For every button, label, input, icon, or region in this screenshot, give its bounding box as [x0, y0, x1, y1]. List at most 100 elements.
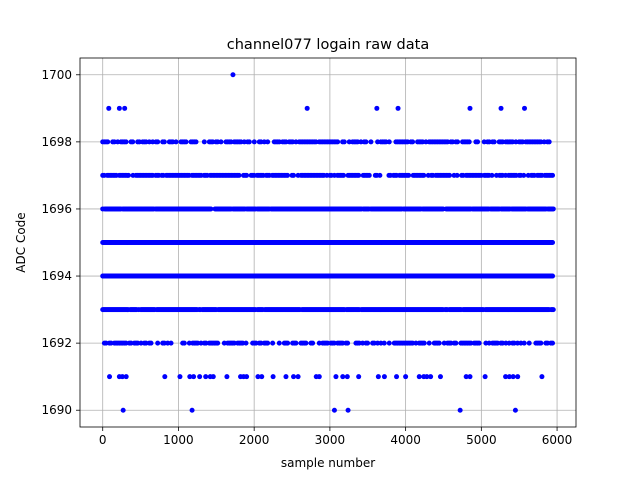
- data-point: [421, 340, 427, 346]
- y-tick-label: 1698: [41, 135, 72, 149]
- data-point: [246, 139, 252, 145]
- plot-frame: [79, 57, 577, 428]
- data-point: [368, 139, 374, 145]
- data-point: [291, 374, 297, 380]
- data-point: [331, 407, 337, 413]
- data-point: [550, 307, 556, 313]
- data-point: [218, 139, 224, 145]
- data-point: [244, 172, 250, 178]
- data-point: [550, 240, 556, 245]
- data-point: [291, 172, 297, 178]
- data-point: [243, 340, 249, 346]
- data-point: [345, 407, 351, 413]
- data-point: [395, 105, 401, 111]
- data-point: [550, 273, 556, 279]
- data-point: [148, 340, 154, 346]
- y-tick-label: 1692: [41, 336, 72, 350]
- data-point: [122, 105, 128, 111]
- data-point: [365, 340, 371, 346]
- x-tick-label: 4000: [390, 433, 421, 447]
- data-point: [454, 172, 460, 178]
- data-point: [177, 374, 183, 380]
- data-point: [436, 340, 442, 346]
- data-point: [374, 105, 380, 111]
- data-point: [183, 139, 189, 145]
- data-point: [522, 105, 528, 111]
- data-point: [105, 139, 111, 145]
- data-points: [100, 72, 556, 413]
- data-point: [521, 340, 527, 346]
- data-point: [546, 139, 552, 145]
- x-tick-label: 1000: [163, 433, 194, 447]
- data-point: [208, 206, 214, 212]
- data-point: [107, 374, 113, 380]
- data-point: [428, 374, 434, 380]
- data-point: [381, 374, 387, 380]
- data-point: [489, 172, 495, 178]
- data-point: [197, 374, 203, 380]
- data-point: [270, 374, 276, 380]
- data-point: [155, 340, 161, 346]
- data-point: [236, 172, 242, 178]
- data-point: [162, 374, 168, 380]
- data-point: [467, 105, 473, 111]
- x-axis-label: sample number: [281, 456, 375, 470]
- data-point: [475, 139, 481, 145]
- axis-ticks: 0 1000 2000 3000 4000 5000 6000 1690 1692 1694 169…: [41, 68, 572, 447]
- data-point: [333, 374, 339, 380]
- x-tick-label: 3000: [315, 433, 346, 447]
- data-point: [255, 374, 261, 380]
- data-point: [356, 172, 362, 178]
- data-point: [119, 374, 125, 380]
- data-point: [161, 139, 167, 145]
- data-point: [437, 374, 443, 380]
- data-point: [466, 139, 472, 145]
- data-point: [251, 139, 257, 145]
- data-point: [506, 374, 512, 380]
- data-point: [193, 139, 199, 145]
- data-point: [386, 139, 392, 145]
- data-point: [377, 172, 383, 178]
- data-point: [344, 374, 350, 380]
- data-point: [173, 139, 179, 145]
- data-point: [421, 172, 427, 178]
- data-point: [265, 139, 271, 145]
- data-point: [491, 139, 497, 145]
- data-point: [106, 105, 112, 111]
- data-point: [201, 139, 207, 145]
- data-point: [341, 139, 347, 145]
- data-point: [210, 374, 216, 380]
- data-point: [316, 374, 322, 380]
- data-point: [550, 206, 556, 212]
- data-point: [410, 139, 416, 145]
- data-point: [310, 340, 316, 346]
- x-tick-label: 0: [99, 433, 107, 447]
- data-point: [244, 374, 250, 380]
- data-point: [116, 105, 122, 111]
- y-tick-label: 1700: [41, 68, 72, 82]
- data-point: [304, 105, 310, 111]
- data-point: [482, 374, 488, 380]
- data-point: [503, 374, 509, 380]
- data-point: [189, 407, 195, 413]
- data-point: [515, 374, 521, 380]
- data-point: [498, 105, 504, 111]
- data-point: [416, 374, 422, 380]
- data-point: [187, 374, 193, 380]
- data-point: [345, 340, 351, 346]
- data-point: [455, 139, 461, 145]
- data-point: [259, 374, 265, 380]
- data-point: [155, 139, 161, 145]
- data-point: [284, 172, 290, 178]
- data-point: [512, 407, 518, 413]
- data-point: [293, 340, 299, 346]
- chart-title: channel077 logain raw data: [227, 37, 429, 53]
- data-point: [539, 374, 545, 380]
- data-point: [303, 340, 309, 346]
- data-point: [453, 340, 459, 346]
- data-point: [335, 139, 341, 145]
- data-point: [526, 340, 532, 346]
- data-point: [120, 407, 126, 413]
- data-point: [265, 340, 271, 346]
- y-tick-label: 1694: [41, 269, 72, 283]
